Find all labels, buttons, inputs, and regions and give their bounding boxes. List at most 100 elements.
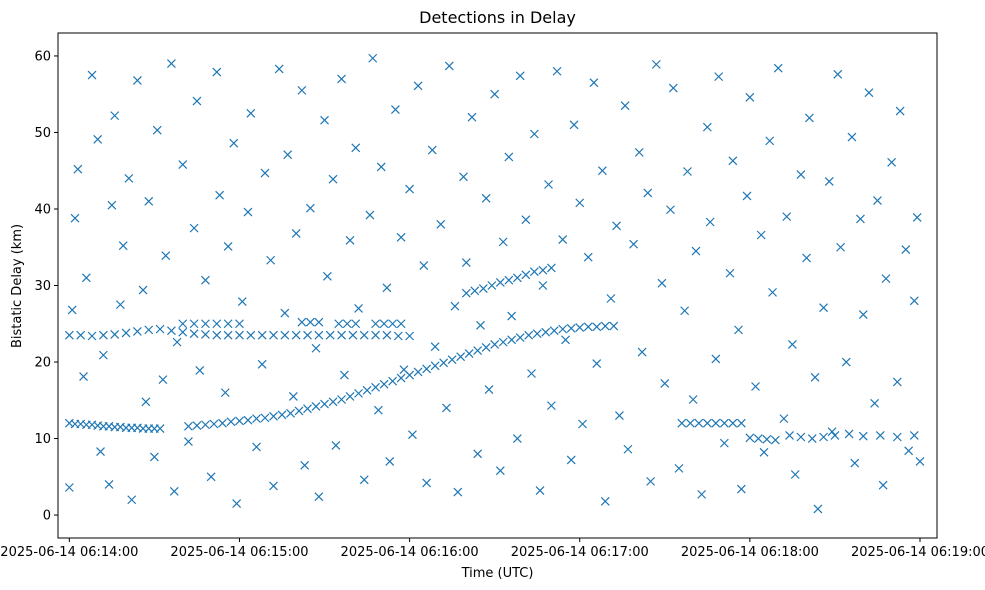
data-point-marker [274,64,284,74]
data-point-marker [583,322,593,332]
data-point-marker [787,339,797,349]
data-point-marker [583,252,593,262]
data-point-marker [382,283,392,293]
data-point-marker [195,366,205,375]
data-point-marker [524,330,534,340]
data-point-marker [365,210,375,220]
y-tick-label: 10 [34,432,51,447]
data-point-marker [759,447,769,457]
data-point-marker [575,198,585,208]
data-point-marker [436,219,446,229]
data-point-marker [790,470,800,479]
data-point-marker [742,191,752,201]
data-point-marker [810,372,820,382]
data-point-marker [189,329,199,339]
data-point-marker [303,330,312,340]
data-point-marker [155,424,165,434]
data-point-marker [229,138,239,148]
data-point-marker [286,408,295,418]
data-point-marker [87,331,97,341]
data-point-marker [184,421,193,431]
data-point-marker [98,350,108,360]
data-point-marker [235,319,244,329]
data-point-marker [836,242,846,252]
data-point-marker [430,342,440,352]
data-point-marker [354,388,363,398]
data-point-marker [351,319,361,329]
data-point-marker [762,434,772,444]
data-point-marker [674,463,684,473]
data-point-marker [552,66,562,76]
data-point-marker [529,129,539,139]
data-point-marker [81,273,91,283]
data-point-marker [413,81,423,91]
data-point-marker [388,376,398,386]
data-point-marker [734,325,743,335]
data-point-marker [637,347,647,357]
data-point-marker [714,72,724,82]
data-point-marker [873,196,882,205]
data-point-marker [478,284,488,293]
data-point-marker [768,287,777,297]
data-point-marker [745,433,755,443]
data-point-marker [305,203,315,213]
data-point-marker [328,397,338,407]
data-point-marker [107,200,117,210]
data-point-marker [430,361,440,371]
data-point-marker [223,319,233,329]
y-axis: 0 10 20 30 40 50 60 [34,49,58,524]
data-point-marker [144,196,154,206]
data-point-marker [269,411,278,421]
data-point-marker [322,271,332,281]
data-point-marker [532,329,542,339]
data-point-marker [246,330,256,340]
data-point-marker [909,431,919,440]
data-point-marker [232,499,242,508]
data-point-marker [745,92,755,102]
data-point-marker [98,330,108,340]
data-point-marker [819,432,829,442]
data-point-marker [201,330,210,339]
y-tick-label: 50 [34,126,51,141]
data-point-marker [291,229,301,238]
data-point-marker [683,167,692,176]
data-point-marker [461,258,471,267]
data-point-marker [427,145,437,155]
data-point-marker [578,419,587,429]
data-point-marker [779,414,789,424]
data-point-marker [246,108,256,118]
data-point-marker [447,355,457,365]
data-point-marker [345,392,355,401]
data-point-marker [558,235,568,245]
data-point-marker [685,418,695,428]
data-point-marker [439,358,449,368]
data-point-marker [719,438,729,448]
y-tick-label: 30 [34,279,51,294]
data-point-marker [470,286,480,296]
data-point-marker [881,274,891,284]
data-point-marker [379,379,389,389]
data-point-marker [405,184,415,194]
data-point-marker [736,418,746,428]
data-point-marker [218,418,227,428]
data-point-marker [802,253,811,263]
data-point-marker [257,359,267,369]
data-point-marker [467,112,477,122]
data-point-marker [773,63,783,73]
data-point-marker [172,337,182,347]
data-point-marker [515,71,525,81]
data-point-marker [473,346,483,355]
data-point-marker [351,143,361,153]
data-point-marker [507,335,517,345]
data-point-marker [620,101,630,111]
data-point-marker [422,478,432,488]
y-tick-label: 20 [34,356,51,371]
data-point-marker [73,164,83,174]
data-point-marker [456,352,466,362]
data-point-marker [132,76,142,85]
data-point-marker [220,388,230,398]
data-point-marker [337,395,346,404]
data-point-marker [847,132,857,142]
y-axis-label: Bistatic Delay (km) [10,224,25,348]
